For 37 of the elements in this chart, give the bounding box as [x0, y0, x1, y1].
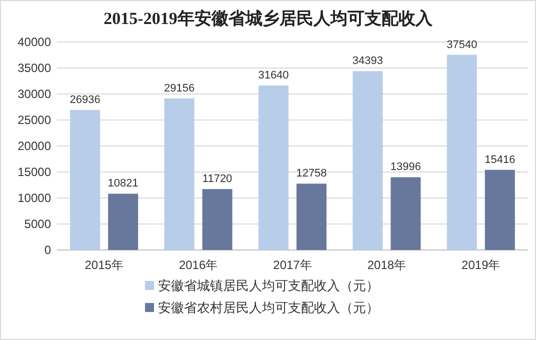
bar: [258, 85, 288, 250]
bar: [70, 110, 100, 250]
y-tick-label: 40000: [18, 35, 52, 49]
bar: [164, 98, 194, 250]
x-tick-label: 2015年: [84, 258, 124, 272]
bar: [446, 54, 477, 250]
data-label: 31640: [258, 69, 289, 82]
data-label: 15416: [484, 154, 516, 166]
data-label: 13996: [390, 161, 421, 174]
legend-label: 安徽省农村居民人均可支配收入（元）: [158, 300, 379, 315]
y-tick-label: 10000: [18, 191, 52, 205]
data-label: 26936: [70, 94, 100, 106]
y-tick-label: 20000: [18, 139, 52, 153]
y-tick-label: 35000: [18, 61, 52, 75]
y-tick-label: 15000: [18, 165, 52, 179]
y-tick-label: 30000: [18, 87, 52, 101]
data-label: 34393: [352, 55, 383, 68]
x-tick-label: 2017年: [273, 258, 312, 272]
bar: [108, 194, 138, 250]
bar: [484, 170, 515, 250]
data-label: 10821: [108, 178, 138, 190]
y-tick-label: 25000: [18, 113, 52, 127]
bar: [202, 189, 232, 250]
data-label: 37540: [446, 38, 478, 51]
data-label: 29156: [164, 82, 195, 94]
y-tick-label: 0: [44, 243, 52, 257]
x-tick-label: 2016年: [178, 258, 218, 272]
x-tick-label: 2018年: [367, 258, 406, 272]
y-tick-label: 5000: [24, 217, 52, 231]
bar: [390, 177, 421, 250]
bar: [352, 71, 383, 250]
bar: [296, 184, 326, 250]
data-label: 11720: [202, 173, 232, 186]
chart-title: 2015-2019年安徽省城乡居民人均可支配收入: [104, 9, 434, 28]
data-label: 12758: [296, 168, 327, 180]
legend-label: 安徽省城镇居民人均可支配收入（元）: [158, 278, 379, 293]
x-tick-label: 2019年: [462, 258, 500, 272]
